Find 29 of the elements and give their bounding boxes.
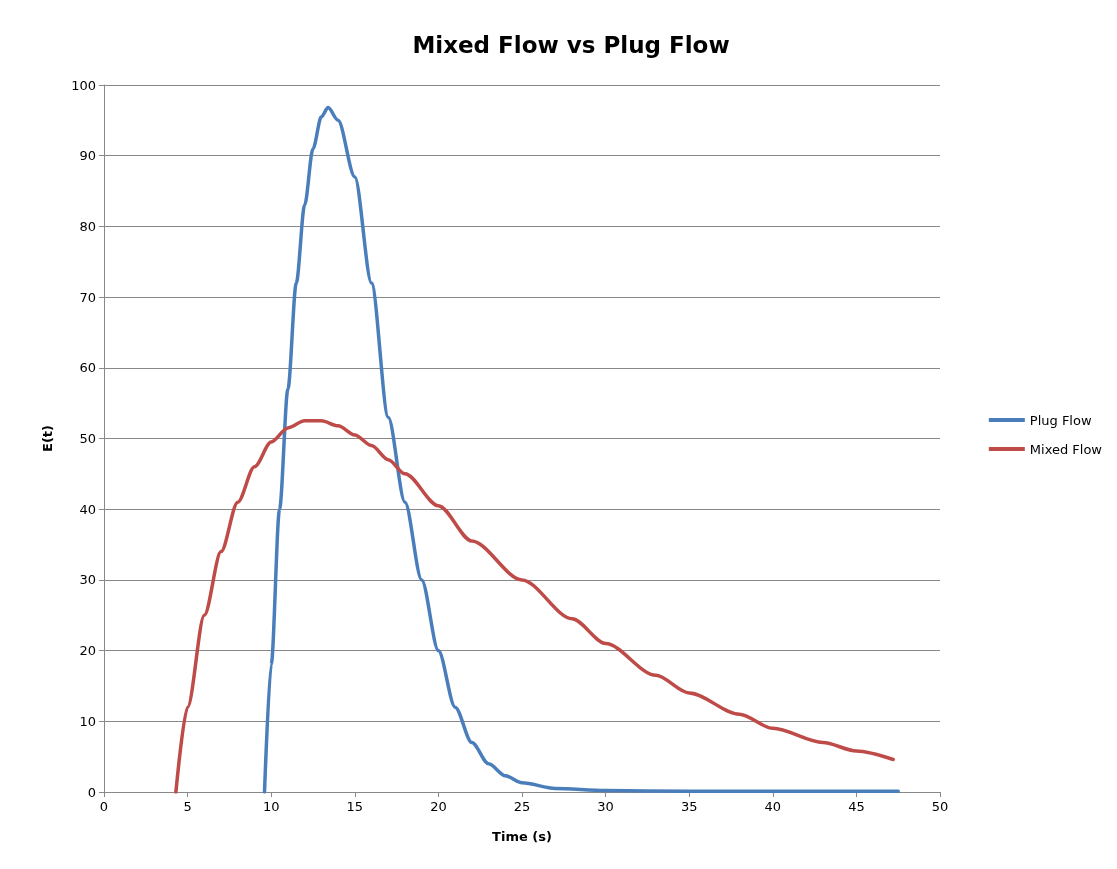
y-tick-label: 80 [79, 218, 96, 234]
x-tick-label: 5 [183, 799, 192, 814]
x-tick-label: 25 [513, 799, 531, 814]
line-series [174, 419, 895, 794]
x-tick-label: 15 [346, 799, 364, 814]
line-series [262, 105, 900, 794]
x-tick-label: 40 [764, 799, 782, 814]
y-tick-label: 100 [71, 77, 96, 93]
legend-label: Mixed Flow [1029, 441, 1103, 457]
x-tick-label: 50 [931, 799, 949, 814]
y-tick-label: 90 [79, 148, 96, 164]
x-tick-label: 45 [848, 799, 865, 814]
x-tick-label: 30 [597, 799, 614, 814]
y-axis-title: E(t) [40, 425, 55, 452]
y-tick-label: 20 [79, 643, 96, 659]
y-tick-label: 10 [79, 713, 96, 729]
x-tick-label: 0 [99, 799, 109, 814]
chart-title: Mixed Flow vs Plug Flow [412, 31, 730, 58]
y-tick-label: 50 [79, 431, 96, 446]
x-axis-title: Time (s) [492, 829, 552, 844]
y-tick-label: 0 [87, 784, 96, 800]
y-tick-label: 30 [79, 572, 96, 588]
legend-label: Plug Flow [1029, 412, 1092, 428]
x-tick-label: 20 [430, 799, 447, 814]
y-tick-label: 60 [79, 360, 96, 376]
y-tick-label: 70 [79, 289, 96, 305]
x-tick-label: 35 [680, 799, 698, 814]
y-tick-label: 40 [79, 501, 96, 517]
x-tick-label: 10 [262, 799, 280, 814]
